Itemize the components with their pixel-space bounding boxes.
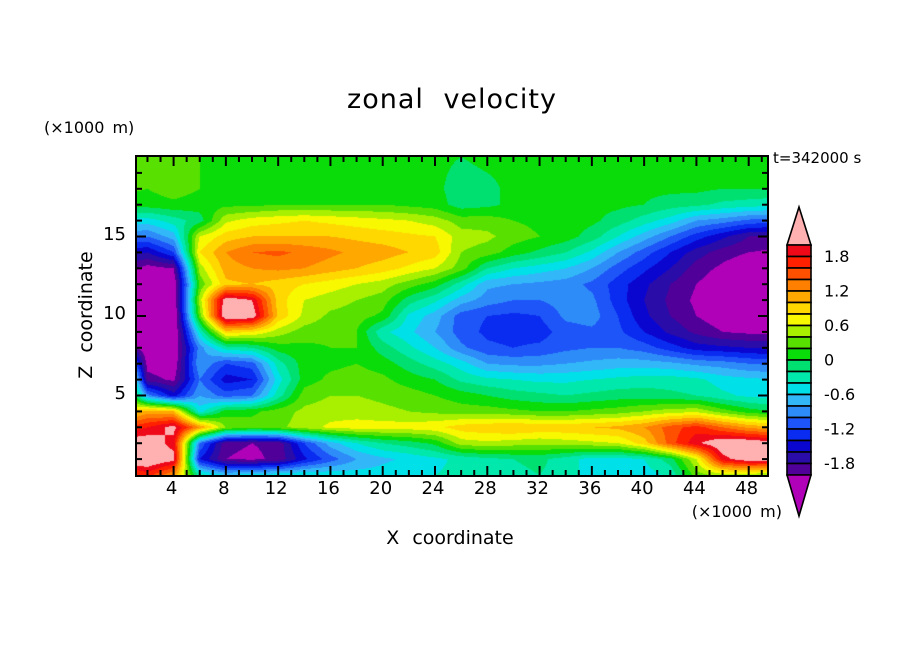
x-tick-label: 48 [735,478,759,499]
colorbar-label: 1.8 [824,247,849,266]
x-tick-label: 8 [218,478,230,499]
x-tick-label: 12 [264,478,288,499]
x-tick-label: 44 [682,478,706,499]
x-tick-label: 40 [630,478,654,499]
x-axis-unit-label: (×1000 m) [691,502,782,521]
x-tick-label: 20 [369,478,393,499]
x-tick-label: 36 [578,478,602,499]
colorbar-label: -1.2 [824,420,855,439]
y-axis-label: Z coordinate [75,251,97,379]
x-tick-label: 4 [165,478,178,499]
x-tick-label: 28 [473,478,497,499]
plot-area [135,155,769,477]
colorbar-label: -1.8 [824,454,855,473]
contour-field-canvas [137,157,767,475]
x-tick-label: 24 [421,478,445,499]
y-tick-label: 5 [114,382,126,404]
x-tick-label: 16 [316,478,340,499]
colorbar-label: 0.6 [824,316,849,335]
page-title: zonal velocity [347,84,557,115]
colorbar-label: -0.6 [824,385,855,404]
colorbar: 1.8 1.2 0.6 0 -0.6 -1.2 -1.8 [785,204,855,519]
y-tick-label: 15 [103,223,126,245]
colorbar-label: 1.2 [824,282,849,301]
y-axis-unit-label: (×1000 m) [44,118,135,137]
x-axis-label: X coordinate [386,527,514,549]
time-annotation: t=342000 s [773,149,862,167]
x-tick-label: 32 [526,478,550,499]
colorbar-label: 0 [824,351,834,370]
y-tick-label: 10 [103,303,126,324]
